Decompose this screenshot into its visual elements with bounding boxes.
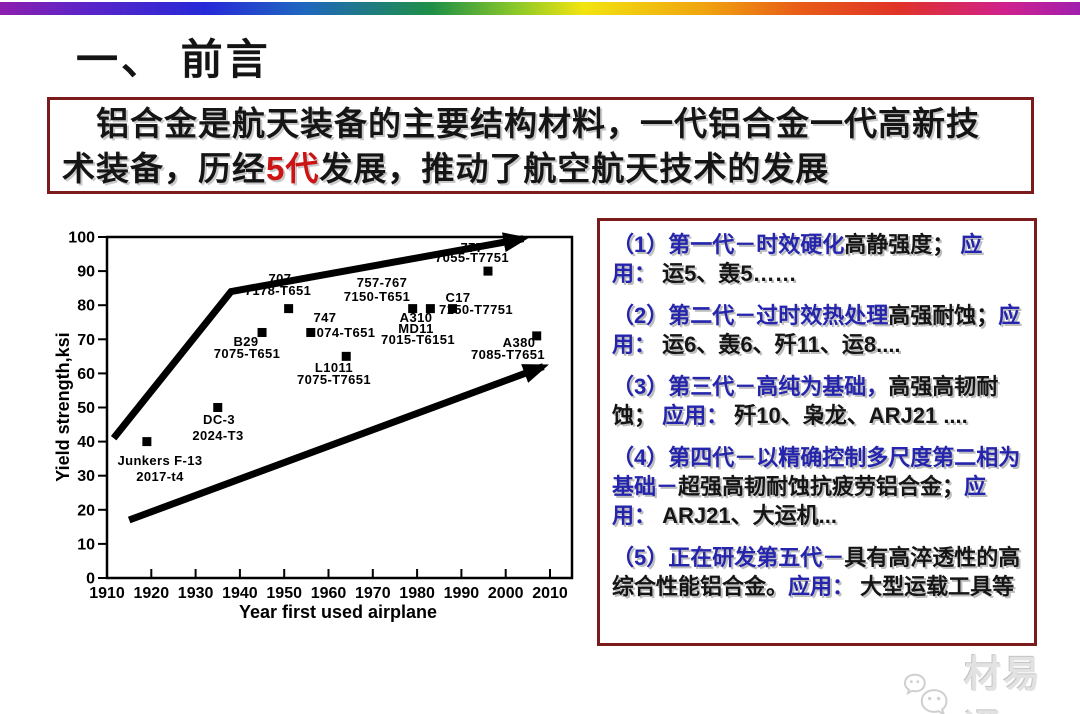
x-tick-label: 1950 <box>266 585 302 602</box>
intro-segment: 术装备，历经 <box>62 150 266 187</box>
point-label: 2017-t4 <box>136 469 184 484</box>
generation-segment: ARJ21、大运机... <box>662 503 837 528</box>
data-point <box>257 327 267 337</box>
trend-arrow <box>127 363 549 524</box>
point-label: 747 <box>314 310 337 325</box>
generation-segment: （2）第二代－过时效热处理 <box>612 303 889 328</box>
generation-segment: 具有高淬透性的高综合性能铝合金。 <box>612 545 1021 599</box>
plot-frame <box>105 235 574 580</box>
y-tick-label: 30 <box>77 468 95 485</box>
point-label: 7015-T6151 <box>381 332 455 347</box>
point-label: L1011 <box>315 360 353 375</box>
x-tick-label: 1910 <box>89 585 125 602</box>
x-axis-label: Year first used airplane <box>239 602 437 622</box>
intro-segment: 发展，推动了航空航天技术的发展 <box>319 150 830 187</box>
y-tick-label: 100 <box>68 230 95 247</box>
point-label: 074-T651 <box>317 325 376 340</box>
intro-segment: 铝合金是航天装备的主要结构材料，一代铝合金一代高新技 <box>62 105 980 142</box>
x-tick-label: 1990 <box>444 585 480 602</box>
y-tick-label: 0 <box>86 571 95 588</box>
x-tick-label: 2010 <box>532 585 568 602</box>
data-point <box>448 304 458 314</box>
point-label: 757-767 <box>357 275 408 290</box>
page-title: 一、 前言 <box>76 36 271 83</box>
y-tick-label: 40 <box>77 434 95 451</box>
generation-segment: （4）第四代－以精确控制多尺度第二相为基础－ <box>612 445 1021 499</box>
trend-arrow <box>110 232 530 441</box>
generation-segment: 高强耐蚀； <box>888 303 999 328</box>
data-point <box>142 437 152 447</box>
point-label: 7085-T7651 <box>471 347 545 362</box>
point-label: DC-3 <box>203 412 235 427</box>
point-label: C17 <box>445 290 470 305</box>
generation-segment: 高强高韧耐蚀； <box>612 374 999 428</box>
generation-segment: 应用： <box>612 474 987 528</box>
intro-line: 铝合金是航天装备的主要结构材料，一代铝合金一代高新技 <box>62 101 1021 146</box>
generation-item-3: （3）第三代－高纯为基础，高强高韧耐蚀； 应用： 歼10、枭龙、ARJ21 ..… <box>612 372 1024 430</box>
intro-segment: 5代 <box>266 150 320 187</box>
data-point <box>306 327 316 337</box>
generation-segment: 高静强度； <box>844 232 955 257</box>
generation-segment: 应用： <box>612 232 983 286</box>
point-label: 7075-T7651 <box>297 372 371 387</box>
x-tick-label: 1980 <box>399 585 435 602</box>
generation-segment: 应用： <box>662 403 735 428</box>
intro-box: 铝合金是航天装备的主要结构材料，一代铝合金一代高新技 术装备，历经5代发展，推动了… <box>47 97 1034 194</box>
data-point <box>213 403 223 412</box>
data-point <box>425 304 435 314</box>
x-tick-label: 1970 <box>355 585 391 602</box>
y-tick-label: 60 <box>77 366 95 383</box>
y-tick-label: 70 <box>77 332 95 349</box>
data-point <box>341 351 351 361</box>
y-tick-label: 20 <box>77 502 95 519</box>
x-tick-label: 2000 <box>488 585 524 602</box>
generation-segment: 运5、轰5…… <box>662 261 797 286</box>
point-label: 7075-T651 <box>214 346 280 361</box>
y-tick-label: 80 <box>77 298 95 315</box>
x-tick-label: 1930 <box>178 585 214 602</box>
x-tick-label: 1960 <box>311 585 347 602</box>
generation-item-1: （1）第一代－时效硬化高静强度； 应用： 运5、轰5…… <box>612 230 1024 288</box>
point-label: A310 <box>400 310 433 325</box>
data-point <box>483 266 493 276</box>
chart-svg: 1910 1920 1930 1940 1950 1960 1970 1980 1990 2000… <box>53 230 574 622</box>
y-axis-label: Yield strength,ksi <box>55 332 73 481</box>
point-label: 7150-T651 <box>344 289 410 304</box>
yield-strength-chart: 1910 1920 1930 1940 1950 1960 1970 1980 1990 2000… <box>53 215 590 649</box>
watermark-text: 材易通 <box>964 654 1043 714</box>
point-label: MD11 <box>398 321 434 336</box>
generation-segment: 超强高韧耐蚀抗疲劳铝合金； <box>678 474 965 499</box>
watermark: 材易通 <box>903 644 1080 714</box>
point-label: A380 <box>503 335 536 350</box>
wechat-icon <box>903 673 948 714</box>
generations-panel: （1）第一代－时效硬化高静强度； 应用： 运5、轰5…… （2）第二代－过时效热处… <box>597 218 1037 646</box>
x-tick-label: 1940 <box>222 585 258 602</box>
generation-item-2: （2）第二代－过时效热处理高强耐蚀；应用： 运6、轰6、歼11、运8.... <box>612 301 1024 359</box>
generation-segment: 大型运载工具等 <box>860 574 1015 599</box>
data-point <box>284 304 294 314</box>
generation-segment: 应用： <box>612 303 1021 357</box>
generation-segment: （1）第一代－时效硬化 <box>612 232 845 257</box>
generation-segment: （5）正在研发第五代－ <box>612 545 845 570</box>
y-tick-label: 10 <box>77 536 95 553</box>
point-label: 7150-T7751 <box>439 302 513 317</box>
intro-line: 术装备，历经5代发展，推动了航空航天技术的发展 <box>62 146 1021 191</box>
y-tick-label: 50 <box>77 400 95 417</box>
generation-segment: （3）第三代－高纯为基础， <box>612 374 889 399</box>
generation-segment: 歼10、枭龙、ARJ21 .... <box>734 403 968 428</box>
generation-segment: 运6、轰6、歼11、运8.... <box>662 332 901 357</box>
generation-item-4: （4）第四代－以精确控制多尺度第二相为基础－超强高韧耐蚀抗疲劳铝合金；应用： A… <box>612 443 1024 530</box>
point-label: B29 <box>233 334 258 349</box>
data-point <box>532 331 542 341</box>
rainbow-divider-bar <box>0 2 1080 15</box>
point-label: Junkers F-13 <box>117 453 202 468</box>
y-tick-label: 90 <box>77 264 95 281</box>
generation-segment: 应用： <box>788 574 861 599</box>
point-label: 2024-T3 <box>192 428 243 443</box>
x-tick-label: 1920 <box>134 585 170 602</box>
generation-item-5: （5）正在研发第五代－具有高淬透性的高综合性能铝合金。应用： 大型运载工具等 <box>612 543 1024 601</box>
data-point <box>408 304 418 314</box>
